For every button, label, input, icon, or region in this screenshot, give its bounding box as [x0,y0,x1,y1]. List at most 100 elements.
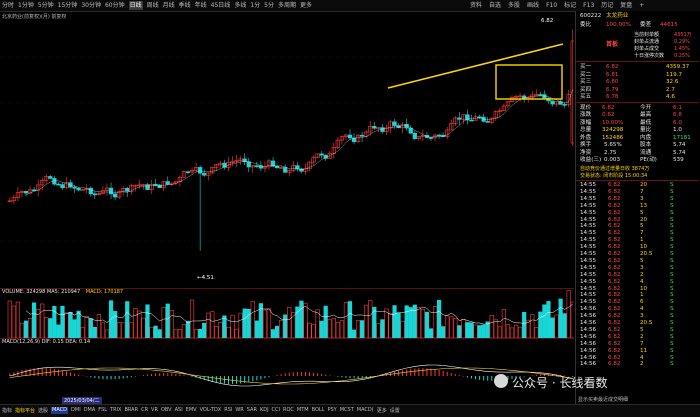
candle-body [372,126,377,129]
candle-body [238,158,243,161]
indicator-tab[interactable]: OBV [160,407,172,413]
indicator-tab[interactable]: 指标 [2,408,13,414]
tick-price: 6.82 [608,251,621,257]
period-tab[interactable]: 多周期 [277,2,296,9]
indicator-tab[interactable]: ROC [283,407,294,413]
indicator-tab[interactable]: MTM [296,407,309,413]
indicator-tab[interactable]: MCST [339,407,354,413]
indicator-tab[interactable]: KDJ [259,407,269,413]
period-tab[interactable]: 月线 [162,2,175,9]
macd-chart[interactable] [0,338,574,404]
menu-item[interactable]: 资料 [470,2,483,9]
period-tab[interactable]: 日线 [128,1,143,10]
period-tab[interactable]: 15分钟 [57,2,78,9]
indicator-tab[interactable]: VR [151,407,158,413]
indicator-tab[interactable]: SAR [246,407,257,413]
tick-flag: S [670,251,674,257]
period-tab[interactable]: 1分 [250,2,261,9]
volume-bar [384,308,389,338]
volume-bar [141,317,146,338]
tick-price: 6.82 [608,306,621,313]
indicator-tab[interactable]: VOL-TDX [199,407,222,413]
menu-item[interactable]: 多股 [508,2,521,9]
tick-flag: S [670,340,674,347]
indicator-tab[interactable]: BOLL [311,407,325,413]
candlestick-chart[interactable]: 6.82 ←4.51 [0,11,574,288]
indicator-tab[interactable]: 设置 [389,408,400,414]
tick-time: 14:56 [580,320,597,326]
indicator-tab[interactable]: 选股 [38,408,49,414]
volume-bar [72,319,77,338]
period-tab[interactable]: 周线 [146,2,159,9]
period-tab[interactable]: 60分钟 [104,2,125,9]
volume-chart[interactable] [0,288,574,338]
menu-item[interactable]: F10 [546,2,558,9]
tick-volume: 7 [640,340,644,347]
candle-body [449,123,454,131]
candle-body [570,40,574,144]
indicator-tab[interactable]: 指标平台 [15,408,36,414]
indicator-tab[interactable]: RSI [224,407,233,413]
volume-bar [210,311,215,338]
volume-bar [303,302,308,338]
volume-bar [493,319,498,338]
indicator-tab[interactable]: 更多 [376,408,387,414]
volume-bar [279,319,284,338]
menu-item[interactable]: 复盘 [620,2,633,9]
menu-item[interactable]: 标记 [564,2,577,9]
period-tab[interactable]: 30分钟 [81,2,101,9]
volume-bar [368,300,373,338]
menu-item[interactable]: 历记 [601,2,614,9]
period-tab[interactable]: 年线 [194,2,207,9]
indicator-tab[interactable]: DMA [83,407,96,413]
period-tab[interactable]: 多线 [234,2,247,9]
volume-bar [299,300,304,338]
period-tab[interactable]: 更多 [300,2,313,9]
period-tab[interactable]: 5分 [264,2,274,9]
volume-bar [52,305,57,338]
period-tab[interactable]: 季线 [178,2,191,9]
tick-flag: S [670,285,674,292]
indicator-tab[interactable]: DMI [71,407,81,413]
indicator-tab[interactable]: CR [141,407,149,413]
indicator-tab[interactable]: TRIX [110,407,122,413]
menu-item[interactable]: F13 [583,2,595,9]
volume-bar [570,301,574,338]
volume-bar [530,314,535,338]
indicator-tab[interactable]: PSY [327,407,337,413]
period-tab[interactable]: 5分钟 [37,2,54,9]
limit-info-label: 封单占成交 [634,46,660,52]
indicator-tab[interactable]: MACD [51,407,69,414]
menu-item[interactable]: + [639,2,645,9]
tick-volume: 20.5 [640,320,653,326]
indicator-tab[interactable]: WR [235,407,244,413]
volume-bar [509,327,515,338]
tick-volume: 10 [640,244,648,251]
panel-footer[interactable]: 显示买卖最近成交明细 [578,397,629,403]
tick-price: 6.82 [608,326,621,333]
indicator-tab[interactable]: FSL [98,407,108,413]
tick-volume: 7 [640,230,644,237]
menu-item[interactable]: 画线 [527,2,540,9]
menu-item[interactable]: 自选 [489,2,502,9]
period-tab[interactable]: 45日线 [210,2,231,9]
period-tab[interactable]: 分时 [2,2,15,9]
volume-bar [517,326,523,338]
order-book-row: 买四 6.79 2.7 [578,86,699,94]
tick-volume: 20.5 [640,251,653,257]
indicator-tab[interactable]: CCI [271,407,281,413]
candle-body [23,190,29,194]
candle-body [250,165,255,168]
indicator-tab[interactable]: ASI [174,407,183,413]
tick-row: 14:55 6.82 2 S [578,271,699,279]
indicator-tab[interactable]: MACD( [356,407,374,413]
tick-volume: 4 [640,278,644,285]
volume-bar [457,325,462,338]
period-tab[interactable]: 1分钟 [18,2,34,9]
stat-value: 5.74 [673,142,686,148]
wechat-icon [494,374,508,388]
indicator-tab[interactable]: EMV [185,407,197,413]
indicator-tab[interactable]: BRAR [124,407,139,413]
candle-body [469,119,474,122]
volume-bar [522,312,527,338]
